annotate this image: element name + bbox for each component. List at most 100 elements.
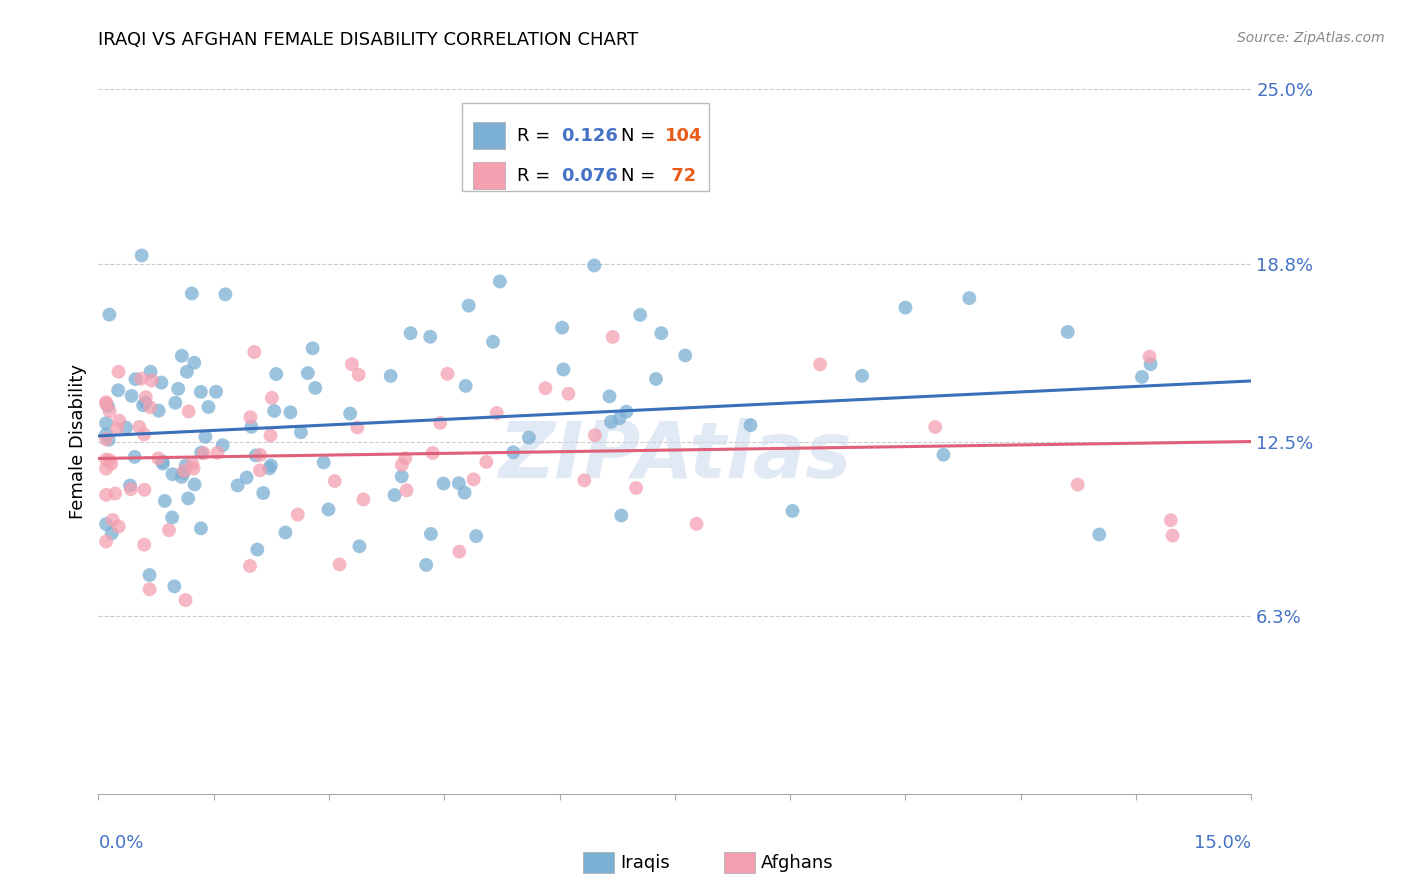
Point bbox=[226, 478, 249, 492]
Point bbox=[131, 248, 153, 262]
Point bbox=[932, 448, 955, 462]
Point bbox=[339, 407, 361, 421]
Point bbox=[419, 527, 441, 541]
Point bbox=[183, 356, 205, 370]
Point bbox=[107, 519, 129, 533]
Point bbox=[94, 432, 117, 446]
Point bbox=[128, 420, 150, 434]
Point bbox=[167, 382, 190, 396]
Point bbox=[170, 349, 193, 363]
Point bbox=[207, 446, 229, 460]
FancyBboxPatch shape bbox=[472, 122, 505, 149]
Point bbox=[205, 384, 228, 399]
Y-axis label: Female Disability: Female Disability bbox=[69, 364, 87, 519]
Point bbox=[616, 405, 638, 419]
Point bbox=[134, 483, 156, 497]
Point bbox=[190, 445, 212, 459]
Point bbox=[183, 477, 205, 491]
Point bbox=[399, 326, 422, 341]
Text: N =: N = bbox=[620, 127, 661, 145]
Point bbox=[391, 469, 413, 483]
Point bbox=[447, 476, 470, 491]
Text: IRAQI VS AFGHAN FEMALE DISABILITY CORRELATION CHART: IRAQI VS AFGHAN FEMALE DISABILITY CORREL… bbox=[98, 31, 638, 49]
Point bbox=[551, 320, 574, 334]
Point bbox=[685, 516, 707, 531]
Text: 15.0%: 15.0% bbox=[1194, 834, 1251, 852]
Point bbox=[134, 396, 156, 410]
Point bbox=[260, 391, 283, 405]
Point bbox=[610, 508, 633, 523]
Text: ZIPAtlas: ZIPAtlas bbox=[498, 417, 852, 493]
Point bbox=[453, 485, 475, 500]
Point bbox=[304, 381, 326, 395]
Point bbox=[1160, 513, 1182, 527]
Point bbox=[482, 334, 505, 349]
Point bbox=[139, 401, 162, 415]
Point bbox=[97, 399, 120, 413]
Point bbox=[162, 467, 184, 482]
Point bbox=[107, 384, 129, 398]
Point bbox=[94, 395, 117, 409]
Point bbox=[301, 341, 323, 355]
Point bbox=[120, 478, 142, 492]
Point bbox=[153, 494, 176, 508]
Point bbox=[463, 472, 485, 486]
Point bbox=[152, 457, 174, 471]
Point bbox=[415, 558, 437, 572]
Point bbox=[264, 367, 287, 381]
Point bbox=[297, 366, 319, 380]
Text: N =: N = bbox=[620, 167, 661, 185]
Point bbox=[94, 452, 117, 467]
Point bbox=[94, 427, 117, 442]
Point bbox=[517, 431, 540, 445]
Point bbox=[124, 372, 146, 386]
Point bbox=[183, 461, 205, 475]
Point bbox=[139, 365, 162, 379]
Point bbox=[318, 502, 340, 516]
Point bbox=[449, 544, 471, 558]
Point bbox=[246, 542, 269, 557]
Point bbox=[1130, 370, 1153, 384]
FancyBboxPatch shape bbox=[472, 162, 505, 189]
Point bbox=[323, 474, 346, 488]
Point bbox=[340, 357, 363, 371]
Point bbox=[329, 558, 352, 572]
Point bbox=[239, 558, 262, 573]
Point bbox=[553, 362, 575, 376]
Text: 72: 72 bbox=[665, 167, 696, 185]
Point bbox=[349, 539, 371, 553]
Point bbox=[574, 474, 596, 488]
Point bbox=[600, 415, 623, 429]
Point bbox=[280, 405, 302, 419]
Point bbox=[94, 517, 117, 532]
Point bbox=[384, 488, 406, 502]
Point bbox=[260, 458, 283, 473]
Point bbox=[157, 523, 180, 537]
Point bbox=[94, 534, 117, 549]
Point bbox=[235, 470, 257, 484]
Point bbox=[160, 510, 183, 524]
Text: Afghans: Afghans bbox=[761, 854, 834, 871]
Point bbox=[263, 404, 285, 418]
Point bbox=[465, 529, 488, 543]
Point bbox=[108, 414, 131, 428]
Point bbox=[346, 420, 368, 434]
Point bbox=[957, 291, 980, 305]
Point bbox=[673, 348, 696, 362]
Point bbox=[557, 386, 579, 401]
Point bbox=[429, 416, 451, 430]
Point bbox=[94, 461, 117, 475]
Point bbox=[380, 368, 402, 383]
Point bbox=[105, 422, 128, 436]
Point bbox=[1161, 528, 1184, 542]
Text: R =: R = bbox=[517, 127, 555, 145]
Point bbox=[347, 368, 370, 382]
FancyBboxPatch shape bbox=[461, 103, 710, 192]
Point bbox=[583, 428, 606, 442]
Point bbox=[98, 404, 121, 418]
Point bbox=[352, 492, 374, 507]
Point bbox=[94, 416, 117, 430]
Point bbox=[124, 450, 146, 464]
Point bbox=[475, 455, 498, 469]
Point bbox=[391, 458, 413, 472]
